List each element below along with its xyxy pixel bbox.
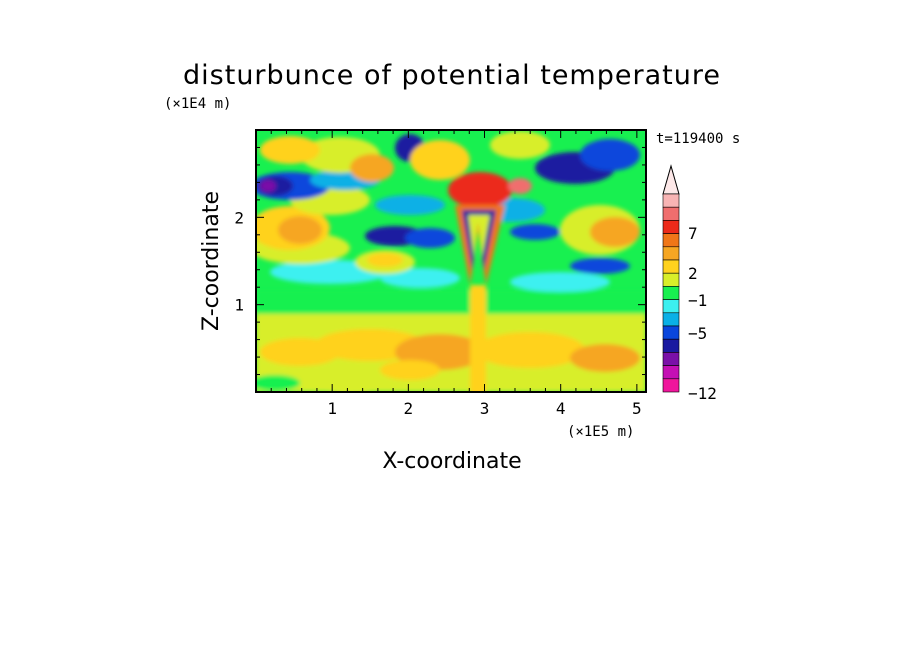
contour-region bbox=[510, 224, 560, 240]
contour-region bbox=[475, 332, 585, 368]
colorbar-swatch bbox=[662, 246, 680, 261]
y-axis: 12 bbox=[234, 146, 646, 376]
contour-region bbox=[468, 215, 490, 258]
y-axis-label: Z-coordinate bbox=[199, 191, 224, 331]
chart-title: disturbunce of potential temperature bbox=[183, 60, 721, 91]
contour-region bbox=[320, 382, 380, 392]
colorbar-extend-arrow bbox=[662, 164, 680, 195]
colorbar-tick-label: −1 bbox=[688, 291, 707, 310]
x-tick-label: 5 bbox=[632, 399, 642, 418]
x-tick-label: 2 bbox=[404, 399, 414, 418]
contour-region bbox=[278, 216, 322, 244]
colorbar-swatch bbox=[662, 220, 680, 234]
contour-region bbox=[380, 268, 460, 288]
contour-region bbox=[260, 136, 320, 164]
contour-region bbox=[256, 375, 300, 391]
plot-area bbox=[256, 130, 646, 392]
contour-region bbox=[590, 217, 640, 247]
y-unit-label: (×1E4 m) bbox=[164, 96, 231, 112]
contour-region bbox=[256, 290, 646, 314]
contour-region bbox=[510, 272, 610, 292]
colorbar-swatch bbox=[662, 352, 680, 366]
contour-region bbox=[460, 178, 480, 194]
contour-region bbox=[380, 360, 440, 380]
contour-region bbox=[508, 178, 532, 194]
contour-region bbox=[405, 228, 455, 248]
x-tick-label: 3 bbox=[480, 399, 490, 418]
colorbar-swatch bbox=[662, 193, 680, 208]
temperature-field bbox=[256, 131, 646, 392]
time-label: t=119400 s bbox=[656, 131, 740, 147]
colorbar: 7 2 −1 −5 −12 bbox=[662, 164, 717, 403]
y-tick-label: 1 bbox=[234, 296, 244, 315]
contour-region bbox=[350, 154, 394, 182]
contour-region bbox=[570, 258, 630, 274]
x-axis-label: X-coordinate bbox=[382, 449, 521, 474]
contour-region bbox=[580, 139, 640, 171]
contour-region bbox=[410, 140, 470, 180]
x-tick-label: 4 bbox=[556, 399, 566, 418]
contour-region bbox=[490, 131, 550, 159]
colorbar-swatch bbox=[662, 325, 680, 340]
colorbar-swatch bbox=[662, 338, 680, 353]
colorbar-swatch bbox=[662, 378, 680, 393]
colorbar-swatch bbox=[662, 299, 680, 314]
x-tick-label: 1 bbox=[327, 399, 337, 418]
colorbar-tick-label: 7 bbox=[688, 224, 698, 243]
plot-frame bbox=[255, 129, 647, 393]
colorbar-swatch bbox=[662, 286, 680, 300]
contour-region bbox=[260, 180, 276, 192]
contour-region bbox=[470, 285, 486, 392]
x-axis: 1 2 3 4 5 bbox=[270, 130, 642, 418]
colorbar-swatch bbox=[662, 259, 680, 274]
colorbar-swatch bbox=[662, 206, 680, 221]
colorbar-swatch bbox=[662, 233, 680, 248]
contour-region bbox=[448, 172, 512, 208]
colorbar-swatch bbox=[662, 312, 680, 327]
colorbar-tick-label: −12 bbox=[688, 384, 717, 403]
contour-region bbox=[570, 344, 640, 372]
colorbar-swatch bbox=[662, 272, 680, 287]
contour-region bbox=[367, 253, 403, 267]
contour-region bbox=[375, 195, 445, 215]
colorbar-tick-label: 2 bbox=[688, 264, 698, 283]
colorbar-swatch bbox=[662, 365, 680, 380]
y-tick-label: 2 bbox=[234, 208, 244, 227]
colorbar-tick-label: −5 bbox=[688, 324, 707, 343]
x-unit-label: (×1E5 m) bbox=[567, 424, 634, 440]
